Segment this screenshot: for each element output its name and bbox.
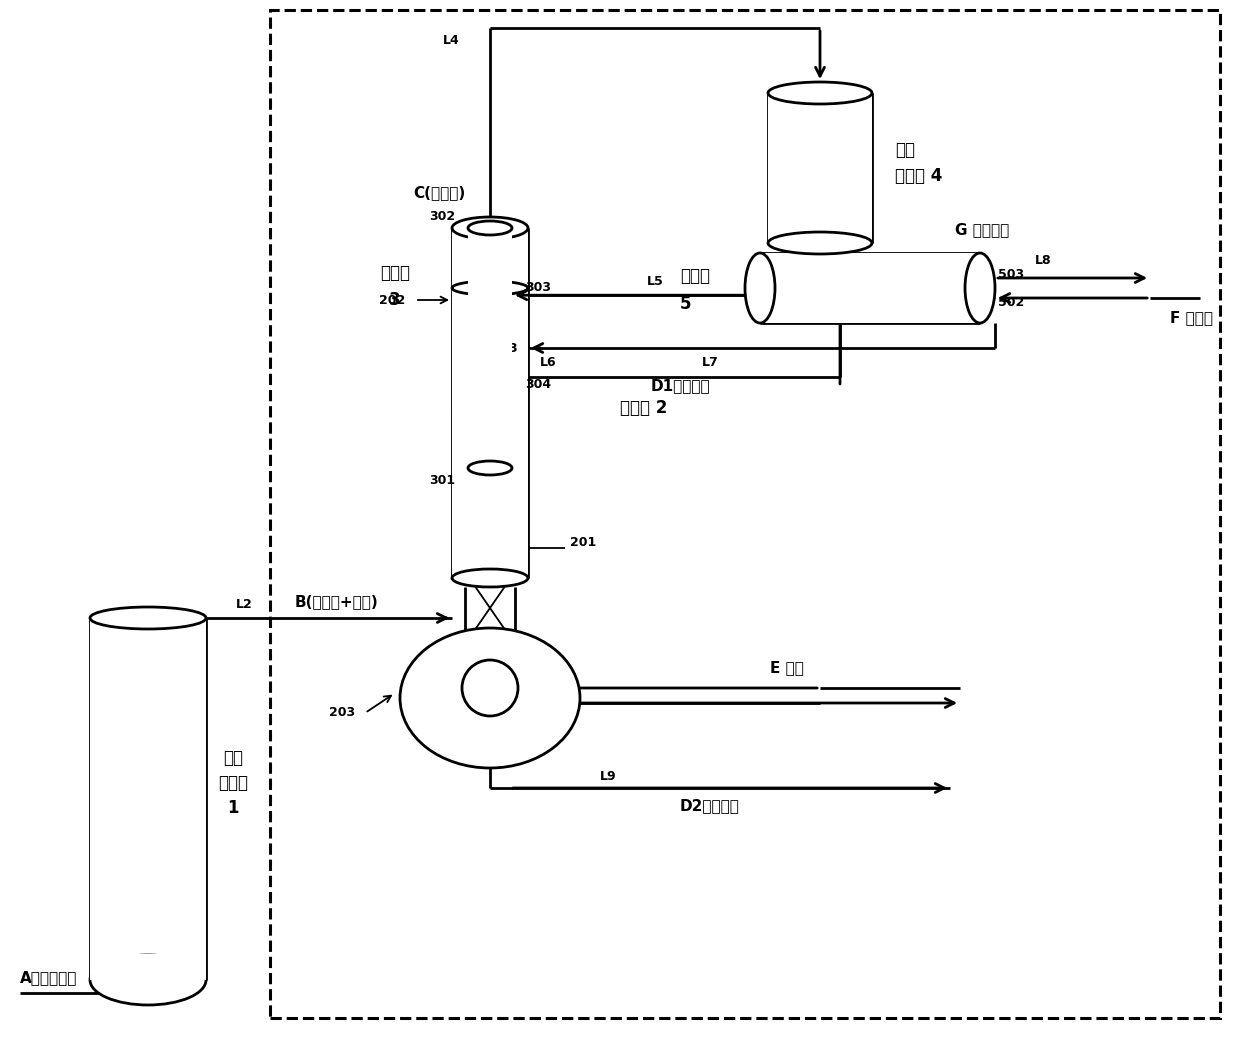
Text: 301: 301	[429, 474, 455, 486]
Text: 冷凝器: 冷凝器	[680, 267, 711, 285]
Text: 二级: 二级	[895, 141, 915, 159]
Ellipse shape	[965, 253, 994, 323]
Text: 5: 5	[680, 294, 692, 313]
Text: L9: L9	[600, 769, 616, 783]
Ellipse shape	[453, 217, 528, 239]
Ellipse shape	[467, 221, 512, 235]
Text: B(反应物+产物): B(反应物+产物)	[295, 594, 378, 610]
Text: 202: 202	[378, 293, 405, 306]
Ellipse shape	[91, 955, 206, 1005]
Text: 304: 304	[525, 378, 551, 391]
Bar	[91, 618, 206, 980]
Text: L3: L3	[502, 342, 518, 354]
Bar	[91, 954, 206, 980]
Ellipse shape	[467, 461, 512, 475]
Bar	[467, 228, 512, 468]
Ellipse shape	[91, 607, 206, 629]
Text: D2（产物）: D2（产物）	[680, 799, 740, 813]
Ellipse shape	[745, 253, 775, 323]
Text: F 冷却水: F 冷却水	[1171, 310, 1213, 326]
Text: S: S	[484, 678, 497, 698]
Ellipse shape	[453, 281, 528, 294]
Text: 精馏塔 2: 精馏塔 2	[620, 399, 667, 417]
Text: D1（产物）: D1（产物）	[650, 378, 709, 393]
Text: 502: 502	[998, 296, 1024, 308]
Text: L7: L7	[702, 356, 718, 370]
Bar	[768, 93, 872, 243]
Text: 303: 303	[525, 281, 551, 293]
Text: 201: 201	[570, 537, 596, 549]
Ellipse shape	[768, 82, 872, 104]
Text: 501: 501	[827, 228, 853, 241]
Text: 203: 203	[329, 706, 355, 720]
Text: L5: L5	[646, 275, 663, 288]
Text: L4: L4	[443, 34, 460, 46]
Bar	[453, 228, 528, 578]
Text: 503: 503	[998, 267, 1024, 281]
Text: E 蒸汽: E 蒸汽	[770, 660, 804, 676]
Text: 过热器: 过热器	[379, 264, 410, 282]
Text: A（反应物）: A（反应物）	[20, 970, 77, 985]
Text: 3: 3	[389, 291, 401, 309]
Text: L2: L2	[236, 597, 253, 611]
Text: 反应器 4: 反应器 4	[895, 167, 942, 185]
Text: C(反应物): C(反应物)	[413, 185, 465, 200]
Text: L8: L8	[1035, 254, 1052, 266]
Ellipse shape	[453, 569, 528, 587]
Text: 302: 302	[429, 210, 455, 222]
Ellipse shape	[768, 232, 872, 254]
Text: L6: L6	[539, 356, 557, 369]
Text: L1: L1	[156, 983, 172, 997]
Text: 1: 1	[227, 799, 239, 817]
Bar	[760, 253, 980, 323]
Text: 一级: 一级	[223, 749, 243, 767]
Text: 反应器: 反应器	[218, 774, 248, 792]
Ellipse shape	[401, 628, 580, 768]
Text: G 驰放气体: G 驰放气体	[955, 222, 1009, 238]
